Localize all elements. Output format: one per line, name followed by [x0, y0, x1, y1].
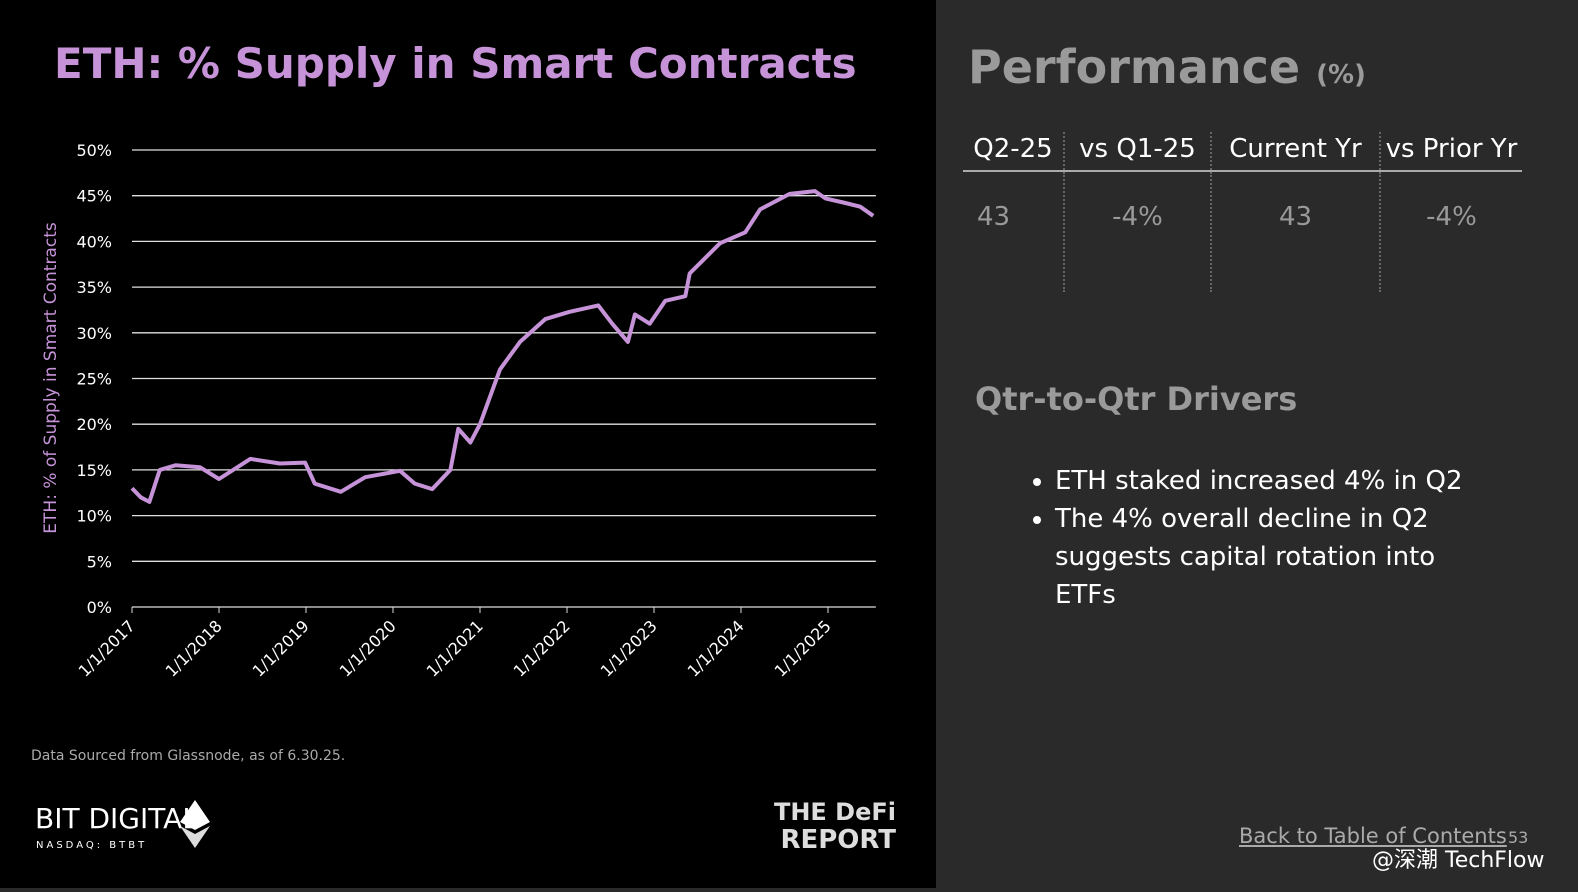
- table-cell: 43: [963, 171, 1065, 292]
- logo-text: REPORT: [780, 825, 896, 855]
- y-tick-label: 10%: [76, 507, 112, 526]
- column-header: Q2-25: [963, 132, 1065, 172]
- y-tick-label: 5%: [87, 552, 112, 571]
- y-tick-label: 30%: [76, 324, 112, 343]
- table-cell: -4%: [1426, 202, 1477, 232]
- x-tick-label: 1/1/2017: [75, 616, 139, 680]
- y-axis-label: ETH: % of Supply in Smart Contracts: [41, 222, 61, 534]
- eth-logo: [180, 826, 210, 848]
- drivers-list: ETH staked increased 4% in Q2The 4% over…: [1012, 462, 1495, 614]
- logo-text: THE DeFi: [774, 798, 896, 826]
- source-note: Data Sourced from Glassnode, as of 6.30.…: [31, 748, 345, 764]
- y-tick-label: 0%: [87, 598, 112, 617]
- y-tick-label: 40%: [76, 232, 112, 251]
- y-tick-label: 50%: [76, 141, 112, 160]
- y-tick-label: 25%: [76, 370, 112, 389]
- side-panel: Performance (%) Q2-25 vs Q1-25 Current Yr v…: [936, 0, 1578, 888]
- panel-title: Performance (%): [968, 40, 1366, 94]
- header-row: Q2-25 vs Q1-25 Current Yr vs Prior Yr: [963, 132, 1522, 172]
- logo-text: BIT DIGITAL: [35, 802, 198, 835]
- x-tick-label: 1/1/2020: [336, 616, 400, 680]
- y-tick-label: 45%: [76, 187, 112, 206]
- x-tick-label: 1/1/2019: [249, 616, 313, 680]
- title-text: Performance: [968, 40, 1301, 94]
- bullet-item: The 4% overall decline in Q2 suggests ca…: [1055, 500, 1495, 614]
- x-tick-label: 1/1/2021: [423, 616, 487, 680]
- toc-link[interactable]: Back to Table of Contents: [1239, 824, 1507, 848]
- data-row: 43 -4% 43 -4%: [963, 171, 1522, 292]
- performance-table: Q2-25 vs Q1-25 Current Yr vs Prior Yr 43 -4%…: [963, 132, 1522, 292]
- drivers-title: Qtr-to-Qtr Drivers: [975, 380, 1298, 418]
- x-tick-label: 1/1/2023: [597, 616, 661, 680]
- column-header: Current Yr: [1211, 132, 1381, 172]
- page-number: 53: [1508, 828, 1529, 847]
- eth-logo: [180, 800, 210, 830]
- y-tick-label: 35%: [76, 278, 112, 297]
- column-header: vs Q1-25: [1064, 132, 1212, 172]
- chart-title: ETH: % Supply in Smart Contracts: [54, 39, 857, 88]
- bullet-item: ETH staked increased 4% in Q2: [1055, 462, 1495, 500]
- title-unit: (%): [1316, 60, 1366, 90]
- x-tick-label: 1/1/2024: [684, 616, 748, 680]
- x-tick-label: 1/1/2018: [162, 616, 226, 680]
- chart-panel: ETH: % Supply in Smart Contracts ETH: % …: [0, 0, 936, 888]
- data-line: [130, 189, 875, 504]
- y-tick-label: 15%: [76, 461, 112, 480]
- table-cell: -4%: [1064, 171, 1212, 292]
- table-cell: 43: [1211, 171, 1381, 292]
- y-tick-label: 20%: [76, 415, 112, 434]
- column-header: vs Prior Yr: [1380, 132, 1522, 172]
- watermark: @深潮 TechFlow: [1372, 848, 1545, 873]
- chart: ETH: % Supply in Smart Contracts ETH: % …: [31, 39, 896, 855]
- x-tick-label: 1/1/2022: [510, 616, 574, 680]
- x-tick-label: 1/1/2025: [771, 616, 835, 680]
- logo-subtext: NASDAQ: BTBT: [36, 840, 147, 851]
